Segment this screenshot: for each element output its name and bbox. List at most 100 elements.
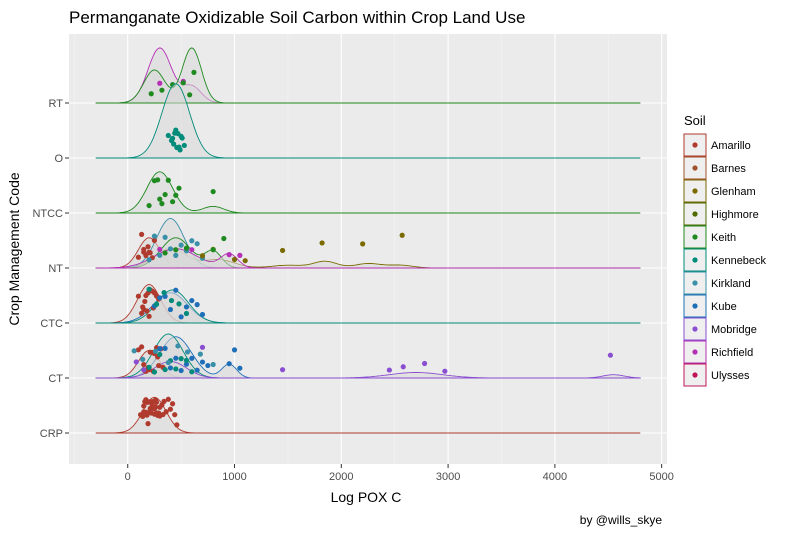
legend-dot-richfield xyxy=(692,349,698,355)
data-point-kube xyxy=(178,314,184,320)
data-point-kube xyxy=(173,355,179,361)
data-point-kirkland xyxy=(152,348,159,354)
data-point-amarillo xyxy=(144,308,150,314)
x-tick-label: 4000 xyxy=(543,471,567,483)
ridges-layer xyxy=(95,47,641,434)
legend-dot-kennebeck xyxy=(692,257,698,263)
data-point-kennebeck xyxy=(183,310,190,317)
data-point-kirkland xyxy=(165,359,171,366)
data-point-amarillo xyxy=(144,412,150,418)
data-point-amarillo xyxy=(153,410,160,416)
ridge-rt xyxy=(95,47,641,104)
data-point-kennebeck xyxy=(173,366,179,372)
data-point-keith xyxy=(148,91,154,97)
legend-dot-amarillo xyxy=(692,142,698,148)
data-point-kirkland xyxy=(197,351,203,357)
data-point-amarillo xyxy=(141,403,147,409)
data-point-kennebeck xyxy=(146,286,152,292)
x-tick-label: 3000 xyxy=(436,471,460,483)
data-point-glenham xyxy=(360,241,366,247)
data-point-keith xyxy=(162,250,168,256)
data-point-kirkland xyxy=(178,242,184,248)
data-point-kirkland xyxy=(131,348,137,354)
legend-dot-barnes xyxy=(692,165,698,171)
data-point-kennebeck xyxy=(168,297,175,304)
data-point-kube xyxy=(199,359,206,365)
data-point-amarillo xyxy=(174,422,180,428)
data-point-amarillo xyxy=(160,411,166,418)
data-point-kube xyxy=(162,345,168,351)
data-point-kube xyxy=(157,346,163,352)
data-point-amarillo xyxy=(141,249,147,255)
data-point-kennebeck xyxy=(181,142,187,149)
data-point-kennebeck xyxy=(183,357,190,363)
data-point-keith xyxy=(176,185,182,191)
data-point-keith xyxy=(173,192,179,198)
y-tick-label: NT xyxy=(48,263,63,275)
data-point-kube xyxy=(167,306,174,313)
data-point-keith xyxy=(173,247,179,253)
data-point-richfield xyxy=(157,80,163,86)
density-curve-mobridge xyxy=(95,361,641,379)
data-point-kube xyxy=(189,297,195,304)
data-point-kube xyxy=(157,295,163,301)
data-point-keith xyxy=(221,235,227,242)
data-point-amarillo xyxy=(141,361,147,368)
data-point-keith xyxy=(165,177,171,183)
x-tick-label: 2000 xyxy=(329,471,353,483)
data-point-glenham xyxy=(242,258,248,264)
data-point-glenham xyxy=(231,256,238,263)
data-point-amarillo xyxy=(139,310,145,316)
data-point-amarillo xyxy=(140,304,146,310)
y-tick-label: CTC xyxy=(40,318,63,330)
legend-label-richfield: Richfield xyxy=(711,347,753,359)
y-tick-label: CT xyxy=(48,373,63,385)
data-point-keith xyxy=(210,247,216,253)
data-point-kirkland xyxy=(157,252,163,258)
y-tick-label: RT xyxy=(49,98,64,110)
data-point-richfield xyxy=(189,247,195,253)
legend-dot-glenham xyxy=(692,188,698,194)
data-point-amarillo xyxy=(152,404,159,410)
data-point-kube xyxy=(199,311,206,318)
data-point-kube xyxy=(205,362,211,369)
data-point-keith xyxy=(187,92,193,98)
data-point-amarillo xyxy=(145,244,151,250)
data-point-kennebeck xyxy=(146,364,152,370)
ridge-ct xyxy=(95,333,641,379)
data-point-amarillo xyxy=(153,399,160,405)
data-point-amarillo xyxy=(139,231,145,238)
y-tick-label: CRP xyxy=(40,428,63,440)
data-point-kennebeck xyxy=(172,130,178,136)
data-point-amarillo xyxy=(142,298,148,305)
legend-label-kube: Kube xyxy=(711,301,737,313)
data-point-kube xyxy=(194,367,200,373)
data-point-kirkland xyxy=(184,349,191,355)
data-point-kirkland xyxy=(146,257,152,263)
data-point-amarillo xyxy=(169,401,176,407)
x-tick-label: 0 xyxy=(125,471,131,483)
data-point-amarillo xyxy=(145,399,151,405)
density-curve-kennebeck xyxy=(95,289,641,324)
data-point-amarillo xyxy=(135,254,142,260)
data-point-mobridge xyxy=(386,367,392,373)
data-point-amarillo xyxy=(135,293,142,299)
data-point-amarillo xyxy=(139,344,145,350)
data-point-keith xyxy=(183,245,190,251)
data-point-glenham xyxy=(279,247,286,254)
data-point-richfield xyxy=(226,252,232,258)
data-point-amarillo xyxy=(140,413,146,420)
ridge-o xyxy=(95,83,641,159)
legend-dot-keith xyxy=(692,234,698,240)
data-point-kennebeck xyxy=(165,132,171,139)
data-point-amarillo xyxy=(145,421,151,427)
data-point-kube xyxy=(167,365,174,371)
data-point-kennebeck xyxy=(171,141,177,147)
data-point-amarillo xyxy=(147,408,153,415)
data-point-kennebeck xyxy=(151,369,158,375)
data-point-kirkland xyxy=(140,356,146,362)
data-point-amarillo xyxy=(151,237,158,243)
data-point-kirkland xyxy=(189,238,195,244)
density-curve-keith xyxy=(95,171,641,214)
data-point-mobridge xyxy=(133,359,139,365)
